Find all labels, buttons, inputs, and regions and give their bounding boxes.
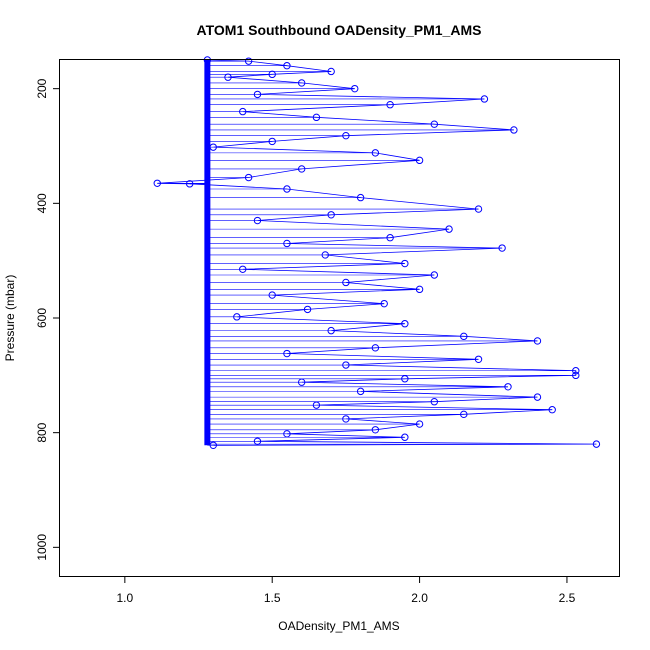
- x-tick-label: 2.0: [411, 591, 428, 605]
- data-point: [283, 239, 291, 248]
- data-point: [401, 320, 409, 328]
- data-point: [430, 120, 439, 128]
- data-point: [153, 179, 161, 187]
- chart-title: ATOM1 Southbound OADensity_PM1_AMS: [197, 22, 482, 38]
- data-point: [371, 426, 380, 434]
- data-point: [297, 165, 306, 173]
- data-point: [445, 225, 453, 233]
- data-point: [268, 137, 276, 146]
- data-point: [533, 337, 542, 345]
- data-point: [592, 440, 601, 448]
- x-axis: 1.0 1.5 2.0 2.5: [116, 576, 576, 605]
- data-point: [356, 193, 365, 202]
- data-point: [401, 433, 409, 441]
- data-point: [209, 143, 217, 151]
- data-point: [239, 107, 247, 116]
- data-point: [239, 265, 247, 273]
- data-point: [327, 326, 335, 335]
- data-point: [356, 387, 365, 396]
- data-point: [474, 205, 483, 213]
- data-point: [253, 216, 262, 225]
- y-tick-label: 200: [35, 78, 49, 98]
- data-point: [327, 67, 335, 76]
- data-point: [572, 371, 580, 380]
- data-point: [244, 173, 253, 182]
- data-point: [342, 131, 350, 140]
- x-tick-label: 1.5: [264, 591, 281, 605]
- y-axis: 200 400 600 800 1000: [35, 78, 60, 561]
- data-point: [268, 291, 276, 299]
- data-point: [533, 393, 542, 401]
- data-point: [401, 259, 409, 268]
- data-point: [380, 299, 388, 308]
- data-point: [371, 344, 380, 352]
- x-axis-label: OADensity_PM1_AMS: [278, 619, 399, 633]
- data-point: [321, 251, 329, 259]
- data-point: [572, 367, 580, 375]
- data-point: [342, 278, 350, 287]
- data-point: [401, 375, 409, 383]
- x-tick-label: 2.5: [559, 591, 576, 605]
- data-point: [283, 185, 291, 193]
- y-tick-label: 1000: [35, 534, 49, 561]
- data-point: [548, 406, 556, 414]
- data-point: [244, 57, 253, 65]
- data-point: [297, 79, 306, 87]
- data-point: [415, 285, 424, 294]
- y-axis-label: Pressure (mbar): [3, 275, 17, 362]
- data-point: [185, 180, 194, 188]
- data-point: [371, 149, 380, 157]
- data-point: [297, 378, 306, 386]
- data-point: [283, 62, 291, 70]
- data-point: [268, 70, 276, 79]
- data-point: [283, 430, 291, 438]
- x-tick-label: 1.0: [116, 591, 133, 605]
- y-tick-label: 400: [35, 193, 49, 213]
- data-point: [474, 355, 483, 363]
- data-point: [342, 361, 350, 369]
- series-layer: [153, 56, 601, 449]
- data-point: [510, 126, 518, 134]
- data-point: [209, 441, 217, 449]
- data-point: [430, 398, 439, 406]
- data-point: [460, 410, 468, 419]
- series-line: [157, 59, 597, 446]
- data-point: [415, 156, 424, 165]
- data-point: [253, 90, 262, 99]
- data-point: [498, 244, 506, 252]
- data-point: [224, 73, 232, 81]
- data-point: [233, 313, 241, 321]
- data-point: [342, 415, 350, 423]
- data-point: [303, 305, 312, 314]
- y-tick-label: 600: [35, 308, 49, 328]
- data-point: [351, 84, 359, 93]
- data-point: [430, 271, 439, 279]
- data-point: [386, 101, 394, 109]
- data-point: [327, 211, 335, 219]
- data-point: [504, 383, 512, 391]
- data-point: [415, 420, 424, 428]
- data-point: [386, 234, 394, 242]
- data-point: [460, 332, 468, 341]
- data-point: [312, 401, 321, 409]
- data-point: [283, 349, 291, 358]
- data-point: [253, 437, 262, 445]
- y-tick-label: 800: [35, 422, 49, 442]
- data-point: [312, 113, 321, 122]
- data-point: [480, 95, 489, 103]
